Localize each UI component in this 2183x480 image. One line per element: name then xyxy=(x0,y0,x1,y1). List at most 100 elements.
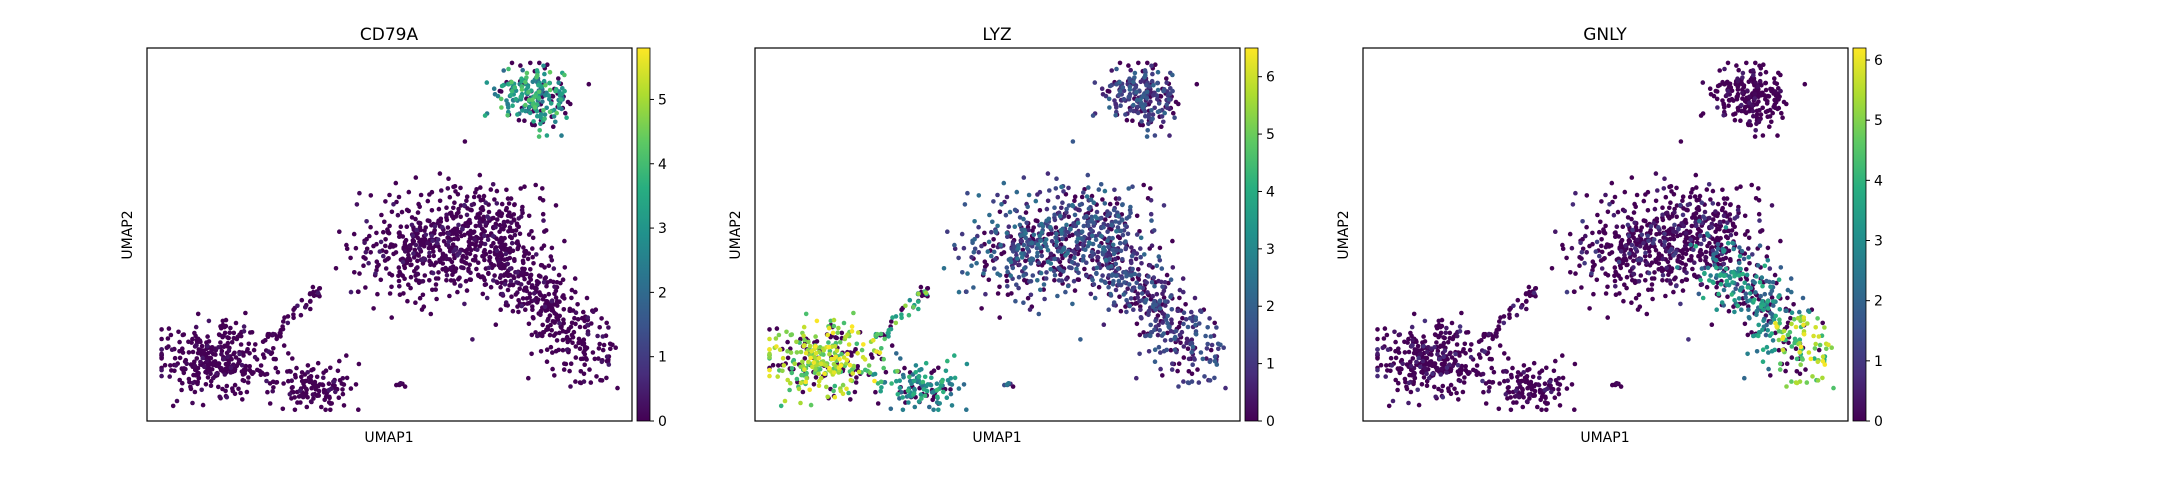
data-point xyxy=(1134,280,1139,286)
data-point xyxy=(427,278,432,283)
data-point xyxy=(1154,263,1160,269)
data-point xyxy=(1161,203,1167,208)
data-point xyxy=(800,359,805,365)
data-point xyxy=(1462,341,1468,347)
data-point xyxy=(540,198,546,203)
data-point xyxy=(1440,383,1446,389)
data-point xyxy=(379,212,384,218)
data-point xyxy=(918,392,924,397)
data-point xyxy=(571,329,577,335)
data-point xyxy=(1023,231,1028,236)
data-point xyxy=(481,254,486,259)
data-point xyxy=(1151,83,1156,88)
data-point xyxy=(916,291,921,297)
data-point xyxy=(418,192,424,198)
data-point xyxy=(1124,298,1129,303)
data-point xyxy=(1119,275,1125,281)
data-point xyxy=(1164,76,1169,81)
data-point xyxy=(1205,341,1210,347)
data-point xyxy=(1531,360,1537,366)
data-point xyxy=(503,300,509,305)
data-point xyxy=(1618,276,1623,282)
data-point xyxy=(1150,293,1155,299)
data-point xyxy=(240,377,246,383)
data-point xyxy=(1684,270,1689,276)
data-point xyxy=(1791,302,1796,307)
data-point xyxy=(549,245,555,251)
data-point xyxy=(1729,96,1735,102)
data-point xyxy=(615,385,620,391)
data-point xyxy=(371,243,376,249)
data-point xyxy=(1383,374,1388,379)
data-point xyxy=(1631,271,1636,277)
data-point xyxy=(1715,83,1721,89)
data-point xyxy=(943,368,949,374)
data-point xyxy=(541,218,546,223)
data-point xyxy=(554,110,559,116)
data-point xyxy=(1021,175,1027,180)
data-point xyxy=(308,399,314,404)
data-point xyxy=(448,265,454,271)
data-point xyxy=(1556,391,1562,397)
data-point xyxy=(831,388,836,394)
data-point xyxy=(1697,193,1703,199)
data-point xyxy=(1010,265,1016,271)
data-point xyxy=(413,300,418,306)
data-point xyxy=(1103,93,1109,99)
data-point xyxy=(1683,262,1688,268)
data-point xyxy=(1118,103,1123,108)
data-point xyxy=(922,374,928,380)
data-point xyxy=(553,295,559,300)
data-point xyxy=(1699,282,1705,287)
data-point xyxy=(1077,202,1083,208)
data-point xyxy=(1039,253,1045,259)
data-point xyxy=(798,400,803,406)
data-point xyxy=(976,224,981,230)
data-point xyxy=(1045,171,1051,176)
data-point xyxy=(1628,247,1634,253)
data-point xyxy=(504,246,510,252)
data-point xyxy=(1497,381,1502,386)
data-point xyxy=(879,346,884,351)
data-point xyxy=(1148,333,1153,339)
data-point xyxy=(205,344,210,349)
data-point xyxy=(1653,171,1659,176)
data-point xyxy=(555,303,560,308)
data-point xyxy=(515,241,521,247)
data-point xyxy=(356,289,361,295)
data-point xyxy=(549,307,555,313)
data-point xyxy=(238,342,244,347)
data-point xyxy=(813,367,818,372)
data-point xyxy=(1111,207,1117,213)
data-point xyxy=(1150,112,1156,117)
data-point xyxy=(1765,245,1771,251)
data-point xyxy=(1116,278,1122,284)
data-point xyxy=(1704,187,1710,192)
data-point xyxy=(399,209,405,215)
colorbar xyxy=(636,47,651,422)
data-point xyxy=(299,370,305,375)
data-point xyxy=(537,60,542,66)
data-point xyxy=(1005,269,1010,275)
data-point xyxy=(497,240,502,245)
data-point xyxy=(1087,236,1092,241)
data-point xyxy=(252,354,258,360)
data-point xyxy=(526,375,531,381)
data-point xyxy=(1064,276,1069,282)
data-point xyxy=(208,371,213,377)
data-point xyxy=(1137,229,1142,234)
data-point xyxy=(401,291,406,296)
data-point xyxy=(1483,331,1488,337)
data-point xyxy=(1731,223,1736,228)
data-point xyxy=(1669,266,1675,271)
data-point xyxy=(561,307,567,312)
data-point xyxy=(1186,380,1192,386)
data-point xyxy=(389,209,395,215)
data-point xyxy=(506,201,512,206)
data-point xyxy=(524,75,529,80)
data-point xyxy=(991,266,997,271)
data-point xyxy=(972,219,977,224)
data-point xyxy=(312,383,317,389)
data-point xyxy=(875,401,881,406)
data-point xyxy=(1496,406,1502,412)
